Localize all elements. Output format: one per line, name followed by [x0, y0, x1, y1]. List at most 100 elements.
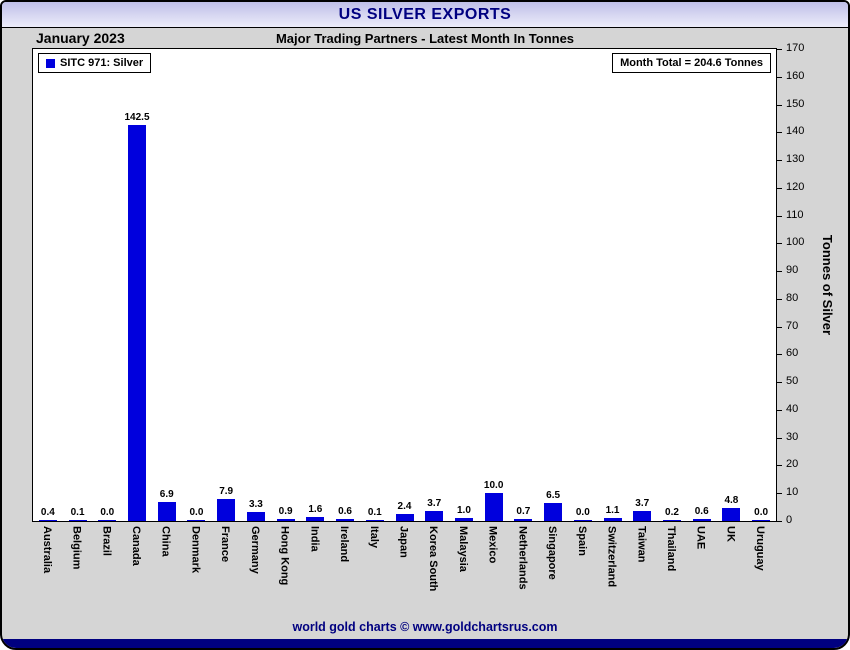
x-axis-label: Canada — [130, 526, 143, 566]
bar-thailand — [662, 520, 681, 521]
bar-value-label: 0.0 — [100, 507, 115, 518]
y-tick-label: 120 — [786, 180, 805, 193]
bar-value-label: 1.6 — [308, 504, 323, 515]
x-axis-label: Japan — [397, 526, 410, 558]
y-tick-label: 50 — [786, 375, 799, 388]
period-label: January 2023 — [36, 30, 125, 46]
bar-value-label: 1.0 — [456, 505, 471, 516]
bar-value-label: 3.3 — [248, 499, 263, 510]
y-axis-title: Tonnes of Silver — [820, 234, 835, 336]
bar-korea-south — [425, 511, 444, 521]
y-tick-mark — [777, 437, 782, 439]
bar-value-label: 0.0 — [575, 507, 590, 518]
bar-value-label: 0.2 — [665, 507, 679, 518]
bar-mexico — [484, 493, 503, 521]
y-tick-mark — [777, 465, 782, 467]
x-axis-label: Denmark — [189, 526, 202, 574]
y-tick-label: 30 — [786, 430, 799, 443]
x-axis-label: Ireland — [338, 526, 351, 563]
bar-value-label: 142.5 — [124, 112, 150, 123]
bar-malaysia — [454, 518, 473, 521]
bar-netherlands — [514, 519, 533, 521]
bar-value-label: 6.9 — [159, 489, 174, 500]
x-axis-labels: Australia Belgium Brazil Canada China Denmark… — [2, 526, 848, 638]
bar-germany — [246, 512, 265, 521]
y-tick-mark — [777, 493, 782, 495]
y-tick-label: 100 — [786, 236, 805, 249]
bar-uruguay — [752, 520, 771, 521]
y-tick-mark — [777, 49, 782, 50]
bar-taiwan — [633, 511, 652, 521]
x-axis-label: Taiwan — [635, 526, 648, 563]
x-axis-label: Italy — [367, 526, 380, 549]
x-axis-label: Malaysia — [456, 526, 469, 572]
y-tick-mark — [777, 354, 782, 356]
footer-credit: world gold charts © www.goldchartsrus.co… — [292, 620, 558, 634]
bar-value-label: 3.7 — [635, 498, 650, 509]
bar-brazil — [98, 520, 117, 521]
bar-spain — [573, 520, 592, 521]
x-axis-label: India — [308, 526, 321, 552]
y-tick-label: 170 — [786, 42, 805, 54]
x-axis-label: Netherlands — [516, 526, 529, 590]
bar-australia — [38, 520, 57, 521]
x-axis-label: UAE — [694, 526, 707, 550]
y-tick-label: 10 — [786, 486, 799, 499]
bar-value-label: 10.0 — [483, 480, 504, 491]
bar-value-label: 0.7 — [516, 506, 531, 517]
x-axis-label: UK — [724, 526, 737, 542]
bar-value-label: 0.1 — [70, 507, 85, 518]
bar-uk — [722, 508, 741, 521]
bar-value-label: 0.1 — [367, 507, 382, 518]
x-axis-label: Thailand — [664, 526, 677, 572]
bar-italy — [365, 520, 384, 521]
y-tick-label: 130 — [786, 153, 805, 166]
y-tick-label: 110 — [786, 208, 804, 221]
x-axis-label: Switzerland — [605, 526, 618, 588]
y-tick-mark — [777, 160, 782, 162]
y-tick-label: 160 — [786, 69, 805, 82]
x-axis-label: Korea South — [427, 526, 440, 592]
x-axis-label: Germany — [248, 526, 261, 574]
bar-value-label: 3.7 — [427, 498, 442, 509]
plot-area: SITC 971: Silver Month Total = 204.6 Ton… — [32, 48, 777, 522]
month-total-box: Month Total = 204.6 Tonnes — [612, 53, 771, 73]
chart-subtitle: Major Trading Partners - Latest Month In… — [275, 31, 575, 46]
y-tick-mark — [777, 104, 782, 106]
x-axis-label: Mexico — [486, 526, 499, 564]
bar-value-label: 0.0 — [189, 507, 204, 518]
bar-value-label: 0.9 — [278, 506, 293, 517]
x-axis-label: France — [219, 526, 232, 563]
y-tick-label: 0 — [786, 514, 793, 526]
bar-france — [217, 499, 236, 521]
bar-uae — [692, 519, 711, 521]
y-tick-mark — [777, 132, 782, 134]
x-axis-label: Spain — [575, 526, 588, 556]
bar-value-label: 7.9 — [219, 486, 234, 497]
x-axis-label: Australia — [40, 526, 53, 574]
bar-belgium — [68, 520, 87, 521]
y-tick-label: 80 — [786, 291, 799, 304]
bar-india — [306, 517, 325, 521]
y-tick-label: 70 — [786, 319, 799, 332]
y-tick-mark — [777, 409, 782, 411]
bar-switzerland — [603, 518, 622, 521]
bar-value-label: 0.4 — [40, 507, 55, 518]
bar-value-label: 6.5 — [546, 490, 561, 501]
y-tick-mark — [777, 298, 782, 300]
y-tick-mark — [777, 271, 782, 273]
bar-singapore — [544, 503, 563, 521]
bar-denmark — [187, 520, 206, 521]
legend-swatch-icon — [46, 58, 55, 68]
chart-title: US SILVER EXPORTS — [2, 2, 848, 28]
bar-value-label: 0.6 — [694, 506, 709, 517]
y-tick-label: 140 — [786, 125, 805, 138]
bar-hong-kong — [276, 519, 295, 521]
legend: SITC 971: Silver — [38, 53, 152, 73]
y-tick-mark — [777, 382, 782, 384]
y-tick-mark — [777, 76, 782, 78]
bar-canada — [128, 125, 147, 521]
y-tick-mark — [777, 187, 782, 189]
y-tick-mark — [777, 243, 782, 245]
